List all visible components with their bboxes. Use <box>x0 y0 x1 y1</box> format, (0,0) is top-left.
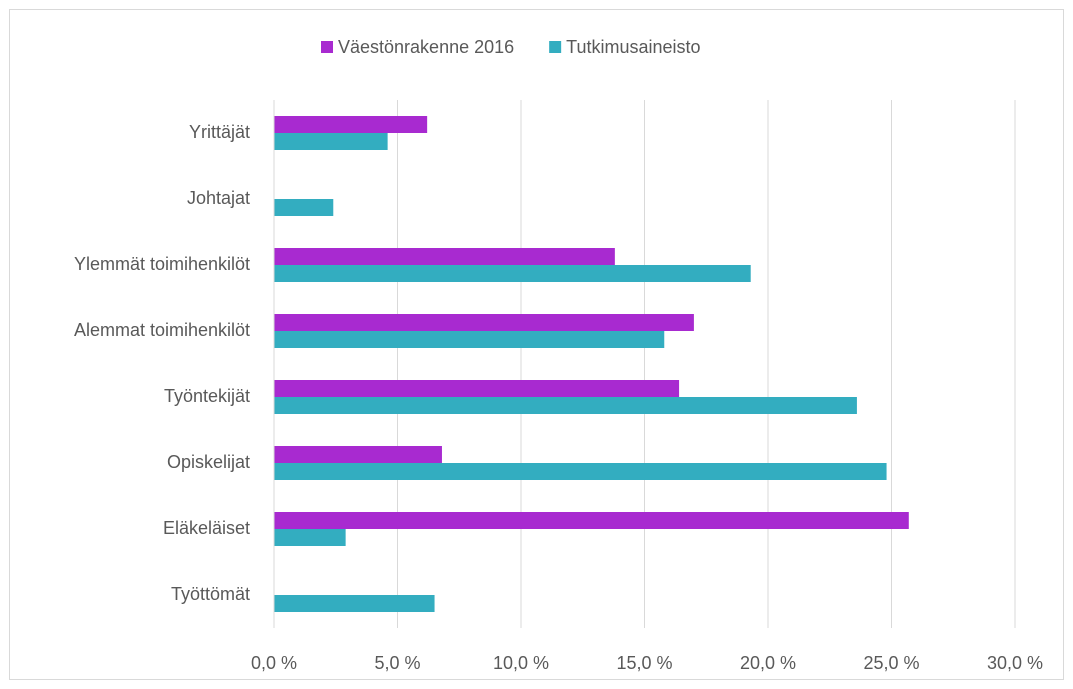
y-tick-label: Eläkeläiset <box>163 518 250 538</box>
y-tick-label: Ylemmät toimihenkilöt <box>74 254 250 274</box>
x-tick-label: 15,0 % <box>616 653 672 673</box>
legend-label: Tutkimusaineisto <box>566 37 700 57</box>
x-tick-label: 10,0 % <box>493 653 549 673</box>
y-tick-label: Johtajat <box>187 188 250 208</box>
y-tick-label: Työttömät <box>171 584 250 604</box>
bar <box>274 265 751 282</box>
legend-swatch <box>549 41 562 53</box>
y-tick-label: Työntekijät <box>164 386 250 406</box>
bar <box>274 512 909 529</box>
bar <box>274 446 442 463</box>
bar <box>274 314 694 331</box>
x-tick-label: 30,0 % <box>987 653 1043 673</box>
bar <box>274 331 665 348</box>
x-tick-label: 25,0 % <box>863 653 919 673</box>
bar <box>274 199 334 216</box>
x-tick-label: 20,0 % <box>740 653 796 673</box>
x-tick-label: 0,0 % <box>251 653 297 673</box>
y-tick-label: Yrittäjät <box>189 122 250 142</box>
bar <box>274 248 615 265</box>
x-tick-label: 5,0 % <box>374 653 420 673</box>
bar <box>274 529 346 546</box>
bar <box>274 595 435 612</box>
legend-label: Väestönrakenne 2016 <box>338 37 514 57</box>
y-tick-label: Opiskelijat <box>167 452 250 472</box>
bar <box>274 397 857 414</box>
bar <box>274 116 428 133</box>
bar <box>274 133 388 150</box>
legend-swatch <box>321 41 333 53</box>
y-tick-label: Alemmat toimihenkilöt <box>74 320 250 340</box>
bar <box>274 380 680 397</box>
bar <box>274 463 887 480</box>
